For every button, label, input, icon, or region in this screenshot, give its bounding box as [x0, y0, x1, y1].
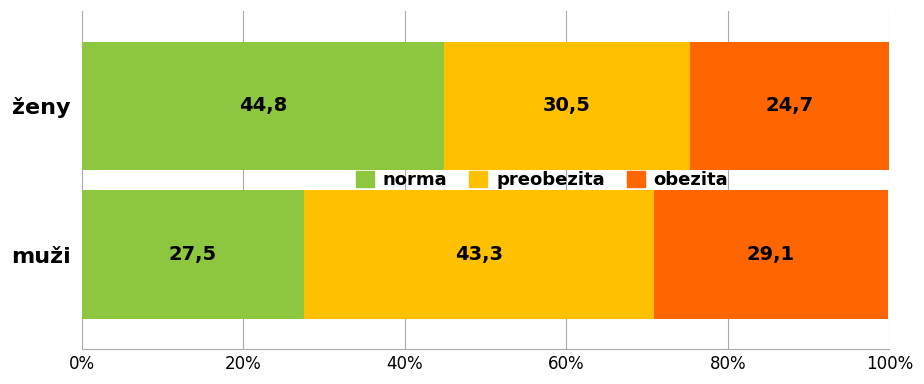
Bar [690, 41, 889, 170]
Bar [444, 41, 690, 170]
Text: 27,5: 27,5 [169, 245, 217, 264]
Bar [653, 190, 889, 319]
Text: 29,1: 29,1 [747, 245, 795, 264]
Legend: norma, preobezita, obezita: norma, preobezita, obezita [348, 164, 736, 197]
Bar [304, 190, 653, 319]
Text: 24,7: 24,7 [765, 96, 814, 115]
Text: 43,3: 43,3 [455, 245, 503, 264]
Bar [82, 41, 444, 170]
Text: 30,5: 30,5 [542, 96, 590, 115]
Bar [82, 190, 304, 319]
Text: 44,8: 44,8 [238, 96, 287, 115]
